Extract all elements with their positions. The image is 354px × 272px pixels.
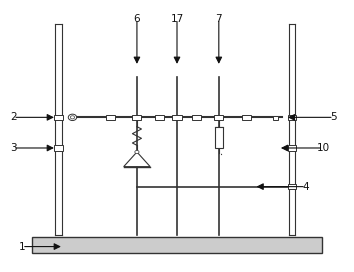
Text: 2: 2: [10, 112, 17, 122]
Bar: [54, 115, 63, 120]
Bar: [172, 115, 182, 120]
Text: 7: 7: [216, 14, 222, 24]
Bar: [54, 145, 63, 151]
Bar: [273, 116, 278, 120]
Text: 3: 3: [10, 143, 17, 153]
Bar: [132, 115, 142, 120]
Text: 10: 10: [317, 143, 330, 153]
Text: 17: 17: [170, 14, 184, 24]
Text: 4: 4: [303, 182, 309, 192]
Bar: [288, 145, 296, 151]
Text: 1: 1: [19, 242, 25, 252]
Circle shape: [135, 150, 139, 154]
Bar: [288, 115, 296, 120]
Circle shape: [70, 116, 75, 119]
Bar: [192, 115, 201, 120]
Bar: [242, 115, 251, 120]
Circle shape: [68, 114, 77, 120]
Bar: [155, 115, 164, 120]
Bar: [106, 115, 115, 120]
Polygon shape: [124, 152, 150, 167]
Bar: [214, 115, 223, 120]
Bar: [33, 237, 321, 253]
Text: 6: 6: [133, 14, 140, 24]
Bar: [215, 127, 223, 148]
Text: 5: 5: [331, 112, 337, 122]
Bar: [288, 184, 296, 189]
